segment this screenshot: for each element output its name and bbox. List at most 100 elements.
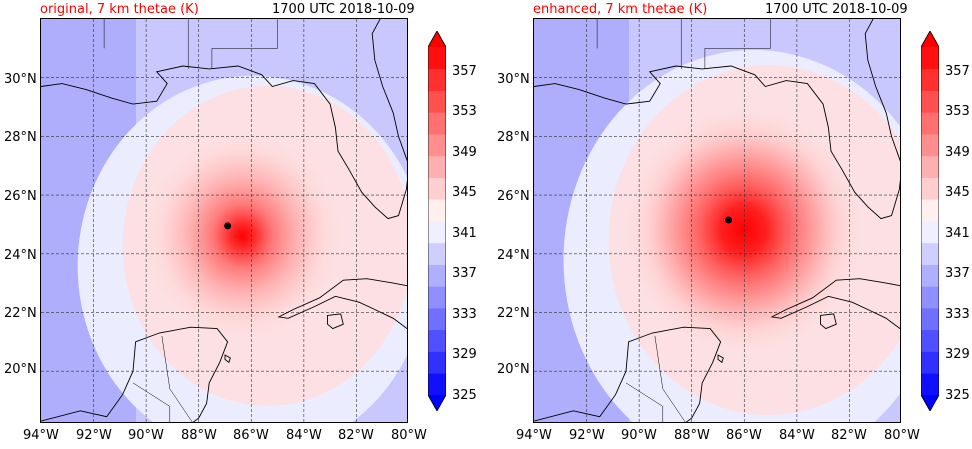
lon-label: 80°W: [884, 428, 920, 443]
colorbar-level: [921, 351, 939, 374]
lon-label: 84°W: [286, 428, 322, 443]
colorbar-tick: 345: [945, 185, 970, 200]
colorbar: [921, 31, 939, 411]
lon-label: 88°W: [181, 428, 217, 443]
lon-label: 90°W: [621, 428, 657, 443]
cozumel-coastline: [224, 354, 231, 364]
colorbar-level: [428, 286, 446, 309]
colorbar-tick: 325: [452, 388, 477, 403]
lon-label: 88°W: [674, 428, 710, 443]
isla-juventud-coastline: [327, 313, 344, 330]
colorbar-level: [921, 199, 939, 222]
panel-title: original, 7 km thetae (K): [40, 2, 199, 17]
colorbar-level: [921, 264, 939, 287]
colorbar-level: [428, 242, 446, 265]
colorbar-tick: 353: [945, 104, 970, 119]
lat-label: 26°N: [497, 189, 530, 204]
colorbar-level: [921, 112, 939, 135]
colorbar-extend-low: [921, 395, 939, 411]
lat-label: 22°N: [497, 306, 530, 321]
us-coastline: [534, 19, 900, 220]
border-line: [132, 382, 171, 422]
border-line: [704, 19, 771, 69]
hurricane-core: [132, 120, 353, 351]
colorbar-tick: 329: [452, 347, 477, 362]
lat-label: 28°N: [497, 130, 530, 145]
colorbar-tick: 325: [945, 388, 970, 403]
cuba-coastline: [770, 278, 900, 330]
border-line: [211, 19, 278, 69]
lon-label: 92°W: [76, 428, 112, 443]
left-panel: original, 7 km thetae (K) 1700 UTC 2018-…: [4, 2, 477, 443]
colorbar-level: [428, 308, 446, 331]
lon-label: 90°W: [128, 428, 164, 443]
colorbar-level: [428, 177, 446, 200]
colorbar-level: [921, 373, 939, 396]
lon-label: 86°W: [726, 428, 762, 443]
colorbar-level: [428, 199, 446, 222]
isla-juventud-coastline: [820, 313, 837, 330]
colorbar-extend-high: [921, 31, 939, 47]
lat-label: 20°N: [497, 362, 530, 377]
border-line: [625, 382, 664, 422]
lat-label: 22°N: [4, 306, 37, 321]
colorbar-level: [428, 221, 446, 244]
colorbar-level: [921, 47, 939, 70]
lat-label: 28°N: [4, 130, 37, 145]
lat-label: 26°N: [4, 189, 37, 204]
colorbar-level: [921, 134, 939, 157]
colorbar-tick: 357: [945, 64, 970, 79]
colorbar-tick: 337: [452, 266, 477, 281]
colorbar-level: [921, 68, 939, 91]
lon-label: 94°W: [23, 428, 59, 443]
storm-center-marker: [224, 222, 232, 230]
lon-label: 82°W: [831, 428, 867, 443]
lon-label: 84°W: [779, 428, 815, 443]
colorbar-tick: 357: [452, 64, 477, 79]
lon-label: 94°W: [516, 428, 552, 443]
cuba-coastline: [277, 278, 407, 330]
yucatan-coastline: [41, 326, 229, 422]
lon-label: 80°W: [391, 428, 427, 443]
colorbar-level: [428, 112, 446, 135]
lat-label: 30°N: [4, 72, 37, 87]
lat-label: 24°N: [4, 248, 37, 263]
cozumel-coastline: [717, 354, 724, 364]
colorbar-level: [921, 286, 939, 309]
colorbar-level: [428, 47, 446, 70]
colorbar-level: [428, 68, 446, 91]
colorbar-tick: 329: [945, 347, 970, 362]
yucatan-coastline: [534, 326, 722, 422]
colorbar-level: [428, 264, 446, 287]
colorbar-extend-low: [428, 395, 446, 411]
colorbar-level: [921, 90, 939, 113]
thetae-map: [40, 18, 408, 423]
colorbar-level: [428, 329, 446, 352]
colorbar-tick: 333: [452, 307, 477, 322]
colorbar-level: [428, 134, 446, 157]
colorbar-level: [921, 155, 939, 178]
border-line: [161, 335, 193, 422]
us-coastline: [41, 19, 407, 220]
colorbar-level: [428, 351, 446, 374]
map-canvas: [41, 19, 407, 422]
colorbar-tick: 349: [945, 145, 970, 160]
colorbar-tick: 333: [945, 307, 970, 322]
hurricane-core: [618, 100, 869, 361]
storm-center-marker: [725, 216, 733, 224]
colorbar-tick: 341: [945, 226, 970, 241]
thetae-map: [533, 18, 901, 423]
colorbar-level: [428, 373, 446, 396]
colorbar-tick: 353: [452, 104, 477, 119]
right-panel: enhanced, 7 km thetae (K) 1700 UTC 2018-…: [493, 0, 972, 449]
lon-label: 82°W: [338, 428, 374, 443]
border-line: [654, 335, 686, 422]
lat-label: 30°N: [497, 72, 530, 87]
colorbar-level: [921, 221, 939, 244]
panel-time: 1700 UTC 2018-10-09: [765, 2, 908, 17]
colorbar-level: [428, 155, 446, 178]
lat-label: 24°N: [497, 248, 530, 263]
colorbar-tick: 349: [452, 145, 477, 160]
colorbar-level: [921, 308, 939, 331]
lat-label: 20°N: [4, 362, 37, 377]
